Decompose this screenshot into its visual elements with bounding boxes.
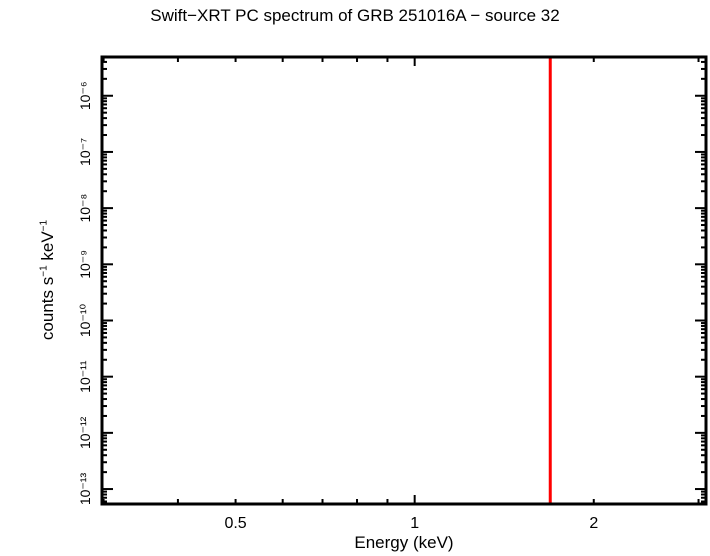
x-tick-label: 0.5	[224, 515, 246, 532]
chart-title: Swift−XRT PC spectrum of GRB 251016A − s…	[150, 6, 560, 25]
y-tick-label: 10⁻¹³	[77, 473, 93, 506]
y-label-exp: −1	[38, 265, 50, 277]
y-tick-labels: 10⁻¹³ 10⁻¹² 10⁻¹¹ 10⁻¹⁰ 10⁻⁹ 10⁻⁸ 10⁻⁷ 10⁻⁶	[77, 81, 93, 505]
y-tick-label: 10⁻¹⁰	[77, 303, 93, 337]
y-label-text-unit: keV	[38, 231, 57, 266]
x-axis-label: Energy (keV)	[354, 533, 454, 552]
x-tick-label: 1	[410, 515, 419, 532]
y-tick-label: 10⁻¹¹	[77, 360, 93, 393]
y-axis-label: counts s−1 keV−1	[38, 220, 58, 340]
plot-frame	[100, 55, 708, 506]
y-tick-label: 10⁻⁹	[77, 250, 93, 279]
x-tick-labels: 0.5 1 2	[224, 515, 598, 532]
x-tick-label: 2	[589, 515, 598, 532]
y-tick-label: 10⁻¹²	[77, 416, 93, 449]
axis-ticks	[101, 55, 707, 505]
y-tick-label: 10⁻⁸	[77, 194, 93, 223]
y-tick-label: 10⁻⁶	[77, 81, 93, 110]
y-label-exp-unit: −1	[38, 219, 50, 232]
y-label-text: counts s	[38, 276, 57, 341]
y-tick-label: 10⁻⁷	[77, 138, 93, 166]
